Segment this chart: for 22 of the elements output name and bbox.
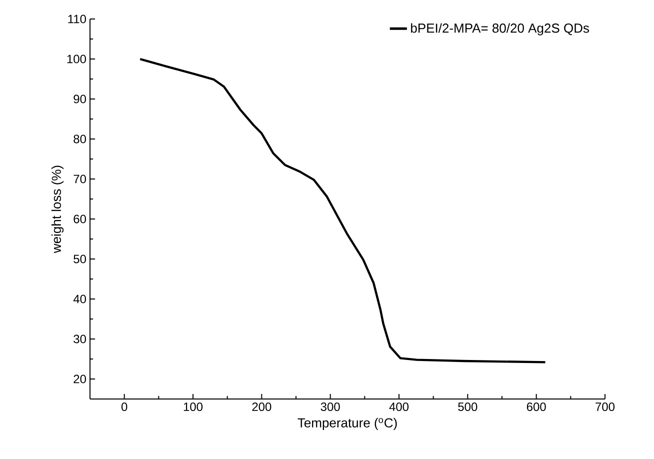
x-tick-label: 300 (320, 402, 340, 412)
y-tick-label: 90 (74, 94, 86, 104)
y-tick-label: 30 (74, 334, 86, 344)
x-tick-label: 400 (389, 402, 409, 412)
x-tick-label: 0 (121, 402, 128, 412)
y-tick-label: 80 (74, 134, 86, 144)
y-tick-label: 50 (74, 254, 86, 264)
y-tick-label: 60 (74, 214, 86, 224)
y-tick-label: 100 (67, 54, 86, 64)
x-tick-label: 600 (526, 402, 546, 412)
y-tick-label: 70 (74, 174, 86, 184)
x-axis-title: Temperature ($^{o}$C) (298, 418, 397, 430)
legend-label: bPEI/2-MPA= 80/20 Ag2S QDs (411, 23, 590, 36)
y-tick-label: 110 (68, 14, 86, 24)
line-series (139, 58, 546, 364)
x-tick-label: 100 (184, 402, 203, 412)
x-tick-label: 200 (252, 402, 272, 412)
x-tick-label: 700 (596, 402, 615, 412)
y-tick-label: 20 (74, 374, 86, 384)
y-axis-title: weight loss (%) (51, 166, 64, 254)
y-tick-label: 40 (73, 294, 86, 304)
x-tick-label: 500 (458, 402, 478, 412)
